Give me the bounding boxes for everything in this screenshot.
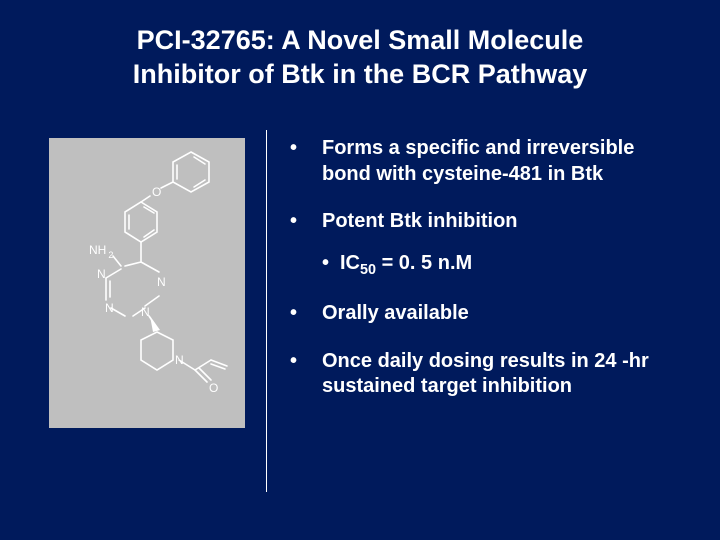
bullet-text: Orally available bbox=[322, 302, 469, 324]
title-line-1: PCI-32765: A Novel Small Molecule bbox=[137, 25, 584, 55]
title-line-2: Inhibitor of Btk in the BCR Pathway bbox=[133, 59, 588, 89]
bullet-item: Forms a specific and irreversible bond w… bbox=[286, 136, 680, 187]
ic50-suffix: = 0. 5 n.M bbox=[376, 252, 472, 274]
bullet-item: Orally available bbox=[286, 301, 680, 327]
label-N-1: N bbox=[97, 267, 106, 281]
ic50-sub: 50 bbox=[360, 262, 376, 278]
label-O-ether: O bbox=[152, 185, 161, 199]
label-O-carbonyl: O bbox=[209, 381, 218, 395]
bullet-text: Potent Btk inhibition bbox=[322, 210, 518, 232]
label-N-4: N bbox=[141, 305, 150, 319]
sub-bullet-item: IC50 = 0. 5 n.M bbox=[322, 251, 680, 279]
label-N-3: N bbox=[105, 301, 114, 315]
bullet-item: Potent Btk inhibition IC50 = 0. 5 n.M bbox=[286, 209, 680, 279]
chemical-structure-icon: O NH2 N N N N N O bbox=[49, 138, 245, 428]
bullet-item: Once daily dosing results in 24 -hr sust… bbox=[286, 349, 680, 400]
ic50-prefix: IC bbox=[340, 252, 360, 274]
label-N-2: N bbox=[157, 275, 166, 289]
svg-text:NH2: NH2 bbox=[89, 243, 113, 260]
slide-title: PCI-32765: A Novel Small Molecule Inhibi… bbox=[0, 24, 720, 92]
label-NH: NH bbox=[89, 243, 106, 257]
label-NH-sub: 2 bbox=[108, 250, 113, 260]
slide: PCI-32765: A Novel Small Molecule Inhibi… bbox=[0, 0, 720, 540]
vertical-divider bbox=[266, 130, 267, 492]
bullet-list: Forms a specific and irreversible bond w… bbox=[286, 136, 680, 422]
bullet-text: Once daily dosing results in 24 -hr sust… bbox=[322, 350, 649, 398]
chemical-structure-panel: O NH2 N N N N N O bbox=[49, 138, 245, 428]
label-N-piperidine: N bbox=[175, 353, 184, 367]
bullet-text: Forms a specific and irreversible bond w… bbox=[322, 137, 634, 185]
